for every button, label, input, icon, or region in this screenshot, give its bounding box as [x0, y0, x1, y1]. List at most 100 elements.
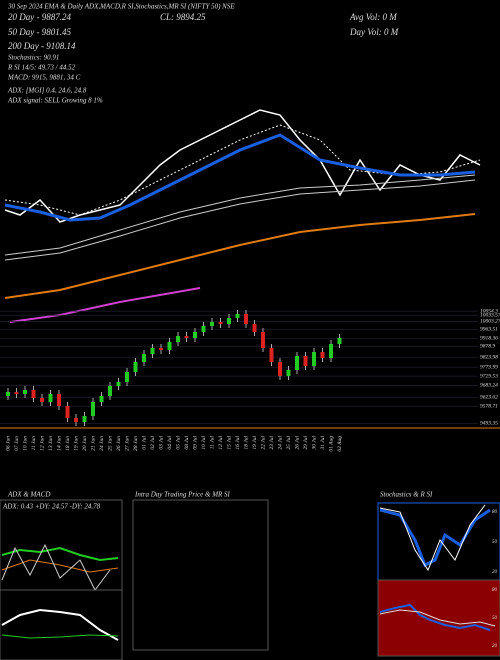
- x-tick-label: 15 Jul: [226, 436, 232, 450]
- stoch-line2: [379, 504, 486, 572]
- x-tick-label: 23 Jul: [269, 436, 275, 450]
- candle: [57, 394, 61, 406]
- ema20: 20 Day - 9887.24: [8, 12, 71, 22]
- x-tick-label: 11 Jun: [31, 436, 37, 451]
- ema100-line: [4, 174, 476, 256]
- adx: ADX: [MGI] 0.4, 24.6, 24.8: [7, 87, 87, 95]
- adx-values: ADX: 0.43 +DY: 24.57 -DY: 24.78: [2, 503, 101, 511]
- candle: [218, 322, 223, 324]
- ema50: 50 Day - 9801.45: [8, 27, 71, 37]
- x-tick-label: 22 Jul: [260, 436, 266, 450]
- candle: [193, 332, 197, 338]
- panel-tick: 20: [492, 570, 498, 575]
- x-tick-label: 24 Jun: [98, 436, 105, 451]
- candle: [74, 418, 78, 422]
- x-tick-label: 19 Jul: [252, 436, 258, 450]
- candle: [320, 352, 325, 358]
- x-tick-label: 03 Jul: [158, 436, 164, 450]
- candle: [295, 356, 299, 370]
- candle: [108, 386, 112, 396]
- candle: [99, 396, 104, 402]
- y-tick-label: 10033.57: [480, 313, 500, 319]
- candle: [91, 402, 95, 416]
- x-tick-label: 19 Jun: [73, 436, 79, 451]
- adx-line: [1, 546, 119, 562]
- x-tick-label: 10 Jun: [22, 436, 28, 451]
- x-tick-label: 12 Jul: [218, 436, 224, 450]
- candle: [244, 314, 248, 324]
- panel-tick: 20: [492, 644, 498, 649]
- candle: [312, 352, 316, 366]
- x-tick-label: 07 Jun: [14, 436, 20, 451]
- x-tick-label: 13 Jun: [48, 436, 54, 451]
- ema20-line: [4, 124, 481, 216]
- y-tick-label: 10003.27: [480, 319, 500, 325]
- volume-band: [9, 287, 201, 323]
- rsi-line: [379, 603, 491, 631]
- candle: [133, 362, 138, 372]
- panel-tick: 50: [492, 540, 498, 545]
- candle: [159, 348, 163, 350]
- candle: [40, 398, 44, 402]
- candle: [337, 338, 342, 344]
- day-vol: Day Vol: 0 M: [349, 27, 399, 37]
- candle: [261, 332, 265, 348]
- candle: [278, 362, 282, 376]
- y-tick-label: 9918.36: [480, 336, 498, 342]
- y-tick-label: 9623.62: [480, 395, 498, 401]
- x-tick-label: 24 Jul: [276, 436, 283, 450]
- y-tick-label: 9878.9: [480, 343, 495, 349]
- x-tick-label: 14 Jun: [55, 436, 62, 451]
- x-tick-label: 26 Jul: [294, 436, 300, 450]
- x-tick-label: 11 Jul: [209, 436, 215, 450]
- x-tick-label: 06 Jun: [5, 436, 11, 451]
- candle: [184, 336, 189, 338]
- adx-line3: [1, 543, 111, 591]
- candle: [116, 382, 121, 386]
- candle: [150, 348, 155, 354]
- x-tick-label: 27 Jun: [124, 436, 130, 451]
- candle: [23, 390, 27, 394]
- y-tick-label: 9683.24: [480, 382, 498, 389]
- ema200: 200 Day - 9108.14: [8, 41, 76, 51]
- adx-signal: ADX signal: SELL Growing 8 1%: [7, 97, 103, 105]
- adx-panel: [0, 499, 123, 660]
- candle: [48, 394, 53, 402]
- candle: [201, 326, 206, 332]
- price-line: [4, 109, 481, 223]
- x-tick-label: 28 Jun: [133, 436, 139, 451]
- x-tick-label: 05 Jul: [175, 436, 181, 450]
- candle: [125, 372, 129, 382]
- panel-tick: 80: [492, 510, 498, 515]
- candle: [269, 348, 274, 362]
- panel-tick: 50: [492, 616, 498, 621]
- panel-title: ADX & MACD: [7, 491, 50, 499]
- header-title: 30 Sep 2024 EMA & Daily ADX,MACD,R SI,St…: [7, 3, 235, 11]
- y-tick-label: 9963.51: [480, 327, 498, 333]
- candle: [14, 392, 19, 394]
- close: CL: 9894.25: [160, 12, 206, 22]
- x-tick-label: 25 Jun: [107, 436, 113, 451]
- candle: [167, 342, 172, 350]
- x-tick-label: 18 Jun: [65, 436, 71, 451]
- x-tick-label: 01 Aug: [328, 436, 334, 452]
- x-tick-label: 02 Jul: [150, 436, 156, 450]
- stoch: Stochastics: 90.91: [8, 54, 59, 62]
- x-tick-label: 20 Jun: [82, 436, 88, 451]
- x-tick-label: 04 Jul: [166, 436, 173, 450]
- candle: [31, 390, 36, 398]
- candle: [65, 406, 70, 418]
- x-tick-label: 31 Jul: [320, 436, 326, 451]
- candle: [235, 314, 240, 318]
- x-tick-label: 08 Jul: [184, 436, 190, 450]
- x-tick-label: 12 Jun: [39, 436, 45, 451]
- y-tick-label: 9823.98: [480, 354, 498, 360]
- candle: [303, 356, 308, 366]
- ema200-line: [4, 213, 476, 299]
- candle: [176, 336, 180, 342]
- y-tick-label: 9729.53: [480, 373, 498, 379]
- panel-title: Intra Day Trading Price & MR SI: [134, 491, 231, 499]
- avg-vol: Avg Vol: 0 M: [349, 12, 397, 22]
- candle: [252, 324, 257, 332]
